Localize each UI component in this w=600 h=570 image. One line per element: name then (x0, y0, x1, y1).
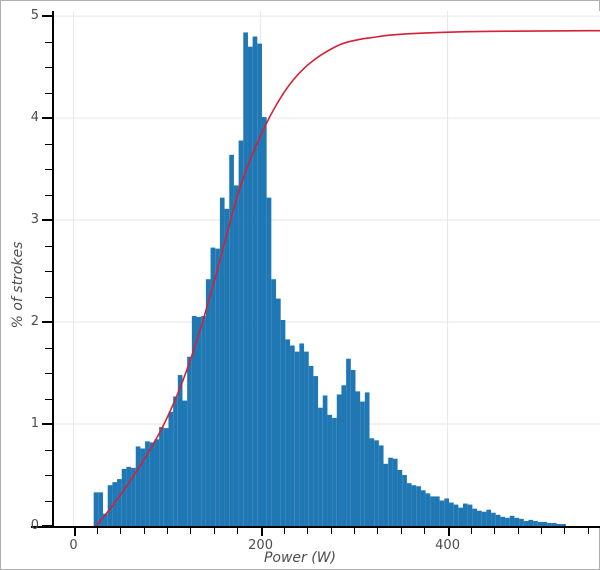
y-tick-label: 4 (30, 110, 39, 126)
horizontal-gridlines (53, 15, 600, 425)
y-tick-minor (45, 373, 53, 375)
y-tick-minor (45, 347, 53, 349)
x-tick-minor (283, 527, 285, 534)
y-tick-major (42, 321, 53, 324)
y-tick-label: 1 (30, 416, 39, 432)
y-tick-minor (45, 143, 53, 145)
x-tick-minor (517, 527, 519, 534)
histogram-bars (93, 32, 566, 526)
y-tick-minor (45, 271, 53, 273)
y-tick-minor (45, 169, 53, 171)
y-tick-minor (45, 398, 53, 400)
x-tick-major (73, 527, 76, 536)
x-tick-minor (167, 527, 169, 534)
x-tick-minor (400, 527, 402, 534)
x-tick-minor (190, 527, 192, 534)
cumulative-line (95, 29, 600, 526)
x-tick-label: 400 (435, 538, 460, 553)
x-tick-minor (564, 527, 566, 534)
y-axis-spine (52, 11, 54, 527)
y-tick-major (42, 423, 53, 426)
x-tick-minor (213, 527, 215, 534)
y-tick-major (42, 117, 53, 120)
y-tick-minor (45, 245, 53, 247)
plot-area (53, 11, 600, 526)
x-tick-minor (237, 527, 239, 534)
x-tick-label: 200 (248, 538, 273, 553)
x-tick-minor (587, 527, 589, 534)
x-axis-spine (31, 526, 600, 528)
x-tick-minor (494, 527, 496, 534)
y-tick-major (42, 15, 53, 18)
y-tick-major (42, 219, 53, 222)
y-tick-minor (45, 475, 53, 476)
x-tick-minor (354, 527, 356, 534)
x-tick-minor (96, 527, 98, 534)
x-tick-minor (424, 527, 426, 534)
x-tick-minor (143, 527, 145, 534)
x-tick-major (447, 527, 450, 536)
y-tick-minor (45, 296, 53, 298)
x-tick-minor (330, 527, 332, 534)
y-tick-label: 5 (30, 8, 39, 24)
y-tick-label: 0 (30, 518, 39, 533)
x-axis-title: Power (W) (263, 550, 337, 566)
y-axis-title: % of strokes (10, 241, 26, 329)
chart-svg (53, 11, 600, 526)
y-tick-minor (45, 194, 53, 196)
y-tick-label: 3 (30, 212, 39, 228)
x-tick-major (260, 527, 263, 536)
y-tick-minor (45, 92, 53, 94)
y-tick-label: 2 (30, 314, 39, 330)
x-tick-label: 0 (69, 538, 78, 553)
x-tick-minor (120, 527, 122, 534)
y-tick-major (42, 525, 53, 527)
y-tick-minor (45, 449, 53, 451)
y-tick-minor (45, 67, 53, 69)
x-tick-minor (541, 527, 543, 534)
x-tick-minor (377, 527, 379, 534)
x-tick-minor (470, 527, 472, 534)
x-tick-minor (307, 527, 309, 534)
y-tick-minor (45, 41, 53, 43)
y-tick-minor (45, 500, 53, 502)
